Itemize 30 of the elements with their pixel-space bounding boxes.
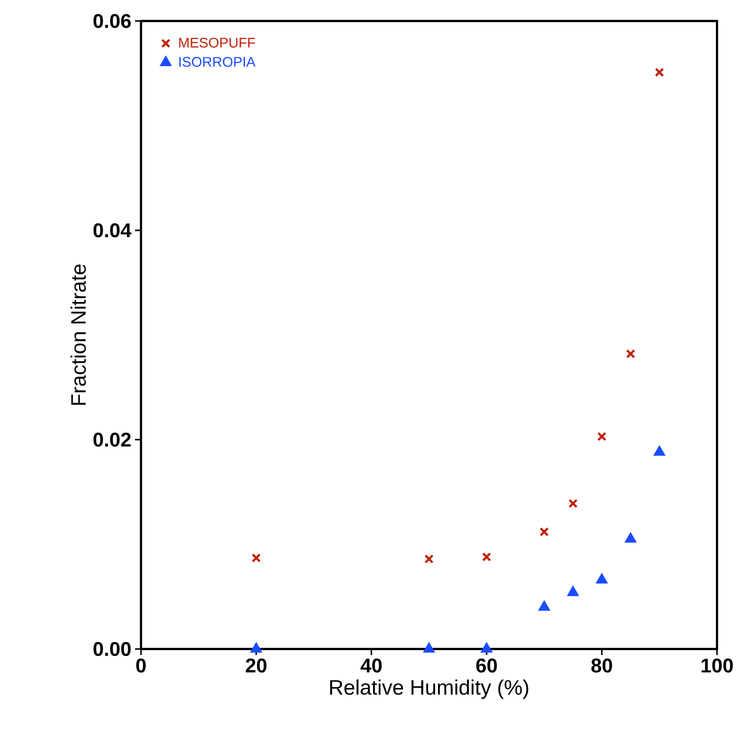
point — [568, 586, 578, 596]
point — [654, 446, 665, 456]
point — [568, 498, 578, 508]
y-tick-label: 0.06 — [94, 14, 131, 28]
x-tick-label: 40 — [360, 658, 382, 673]
x-tick-label: 80 — [591, 658, 612, 673]
point — [538, 601, 550, 611]
y-tick-label: 0.00 — [94, 642, 131, 656]
x-tick-label: 20 — [246, 658, 266, 673]
legend-label: ISORROPIA — [179, 56, 256, 67]
x-tick-label: 60 — [476, 658, 497, 673]
point — [626, 349, 636, 358]
point — [424, 642, 434, 653]
point — [481, 642, 492, 653]
point — [424, 554, 434, 564]
y-tick-label: 0.02 — [94, 432, 131, 447]
x-axis-title: Relative Humidity (%) — [330, 679, 528, 699]
point — [252, 553, 261, 563]
point — [654, 68, 664, 77]
point — [482, 552, 492, 562]
x-tick-label: 0 — [136, 658, 146, 673]
point — [540, 527, 549, 536]
point — [597, 432, 606, 442]
y-axis-title: Fraction Nitrate — [70, 264, 86, 405]
legend-label: MESOPUFF — [179, 38, 256, 48]
point — [625, 533, 636, 543]
point — [596, 574, 608, 584]
point — [250, 642, 262, 653]
y-tick-label: 0.04 — [94, 223, 132, 238]
x-tick-label: 100 — [702, 658, 733, 673]
